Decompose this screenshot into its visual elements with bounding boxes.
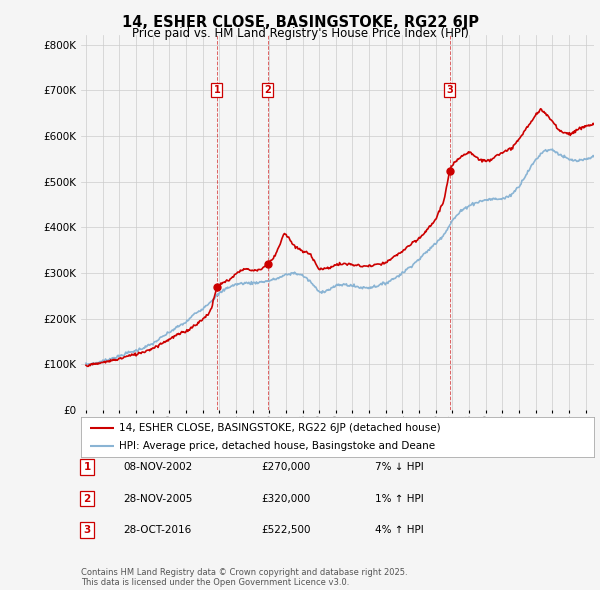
Text: 14, ESHER CLOSE, BASINGSTOKE, RG22 6JP (detached house): 14, ESHER CLOSE, BASINGSTOKE, RG22 6JP (…	[119, 423, 441, 433]
Text: 28-OCT-2016: 28-OCT-2016	[123, 525, 191, 535]
Text: 4% ↑ HPI: 4% ↑ HPI	[375, 525, 424, 535]
Text: £320,000: £320,000	[261, 494, 310, 503]
Text: 1: 1	[214, 85, 220, 95]
Text: HPI: Average price, detached house, Basingstoke and Deane: HPI: Average price, detached house, Basi…	[119, 441, 436, 451]
Text: £522,500: £522,500	[261, 525, 311, 535]
Text: 2: 2	[83, 494, 91, 503]
Text: 7% ↓ HPI: 7% ↓ HPI	[375, 463, 424, 472]
Text: 1: 1	[83, 463, 91, 472]
Text: 2: 2	[265, 85, 271, 95]
Text: 3: 3	[83, 525, 91, 535]
Text: 08-NOV-2002: 08-NOV-2002	[123, 463, 192, 472]
Text: 14, ESHER CLOSE, BASINGSTOKE, RG22 6JP: 14, ESHER CLOSE, BASINGSTOKE, RG22 6JP	[121, 15, 479, 30]
Text: 1% ↑ HPI: 1% ↑ HPI	[375, 494, 424, 503]
Text: Price paid vs. HM Land Registry's House Price Index (HPI): Price paid vs. HM Land Registry's House …	[131, 27, 469, 40]
Text: 28-NOV-2005: 28-NOV-2005	[123, 494, 193, 503]
Text: £270,000: £270,000	[261, 463, 310, 472]
Text: 3: 3	[446, 85, 453, 95]
Text: Contains HM Land Registry data © Crown copyright and database right 2025.
This d: Contains HM Land Registry data © Crown c…	[81, 568, 407, 587]
